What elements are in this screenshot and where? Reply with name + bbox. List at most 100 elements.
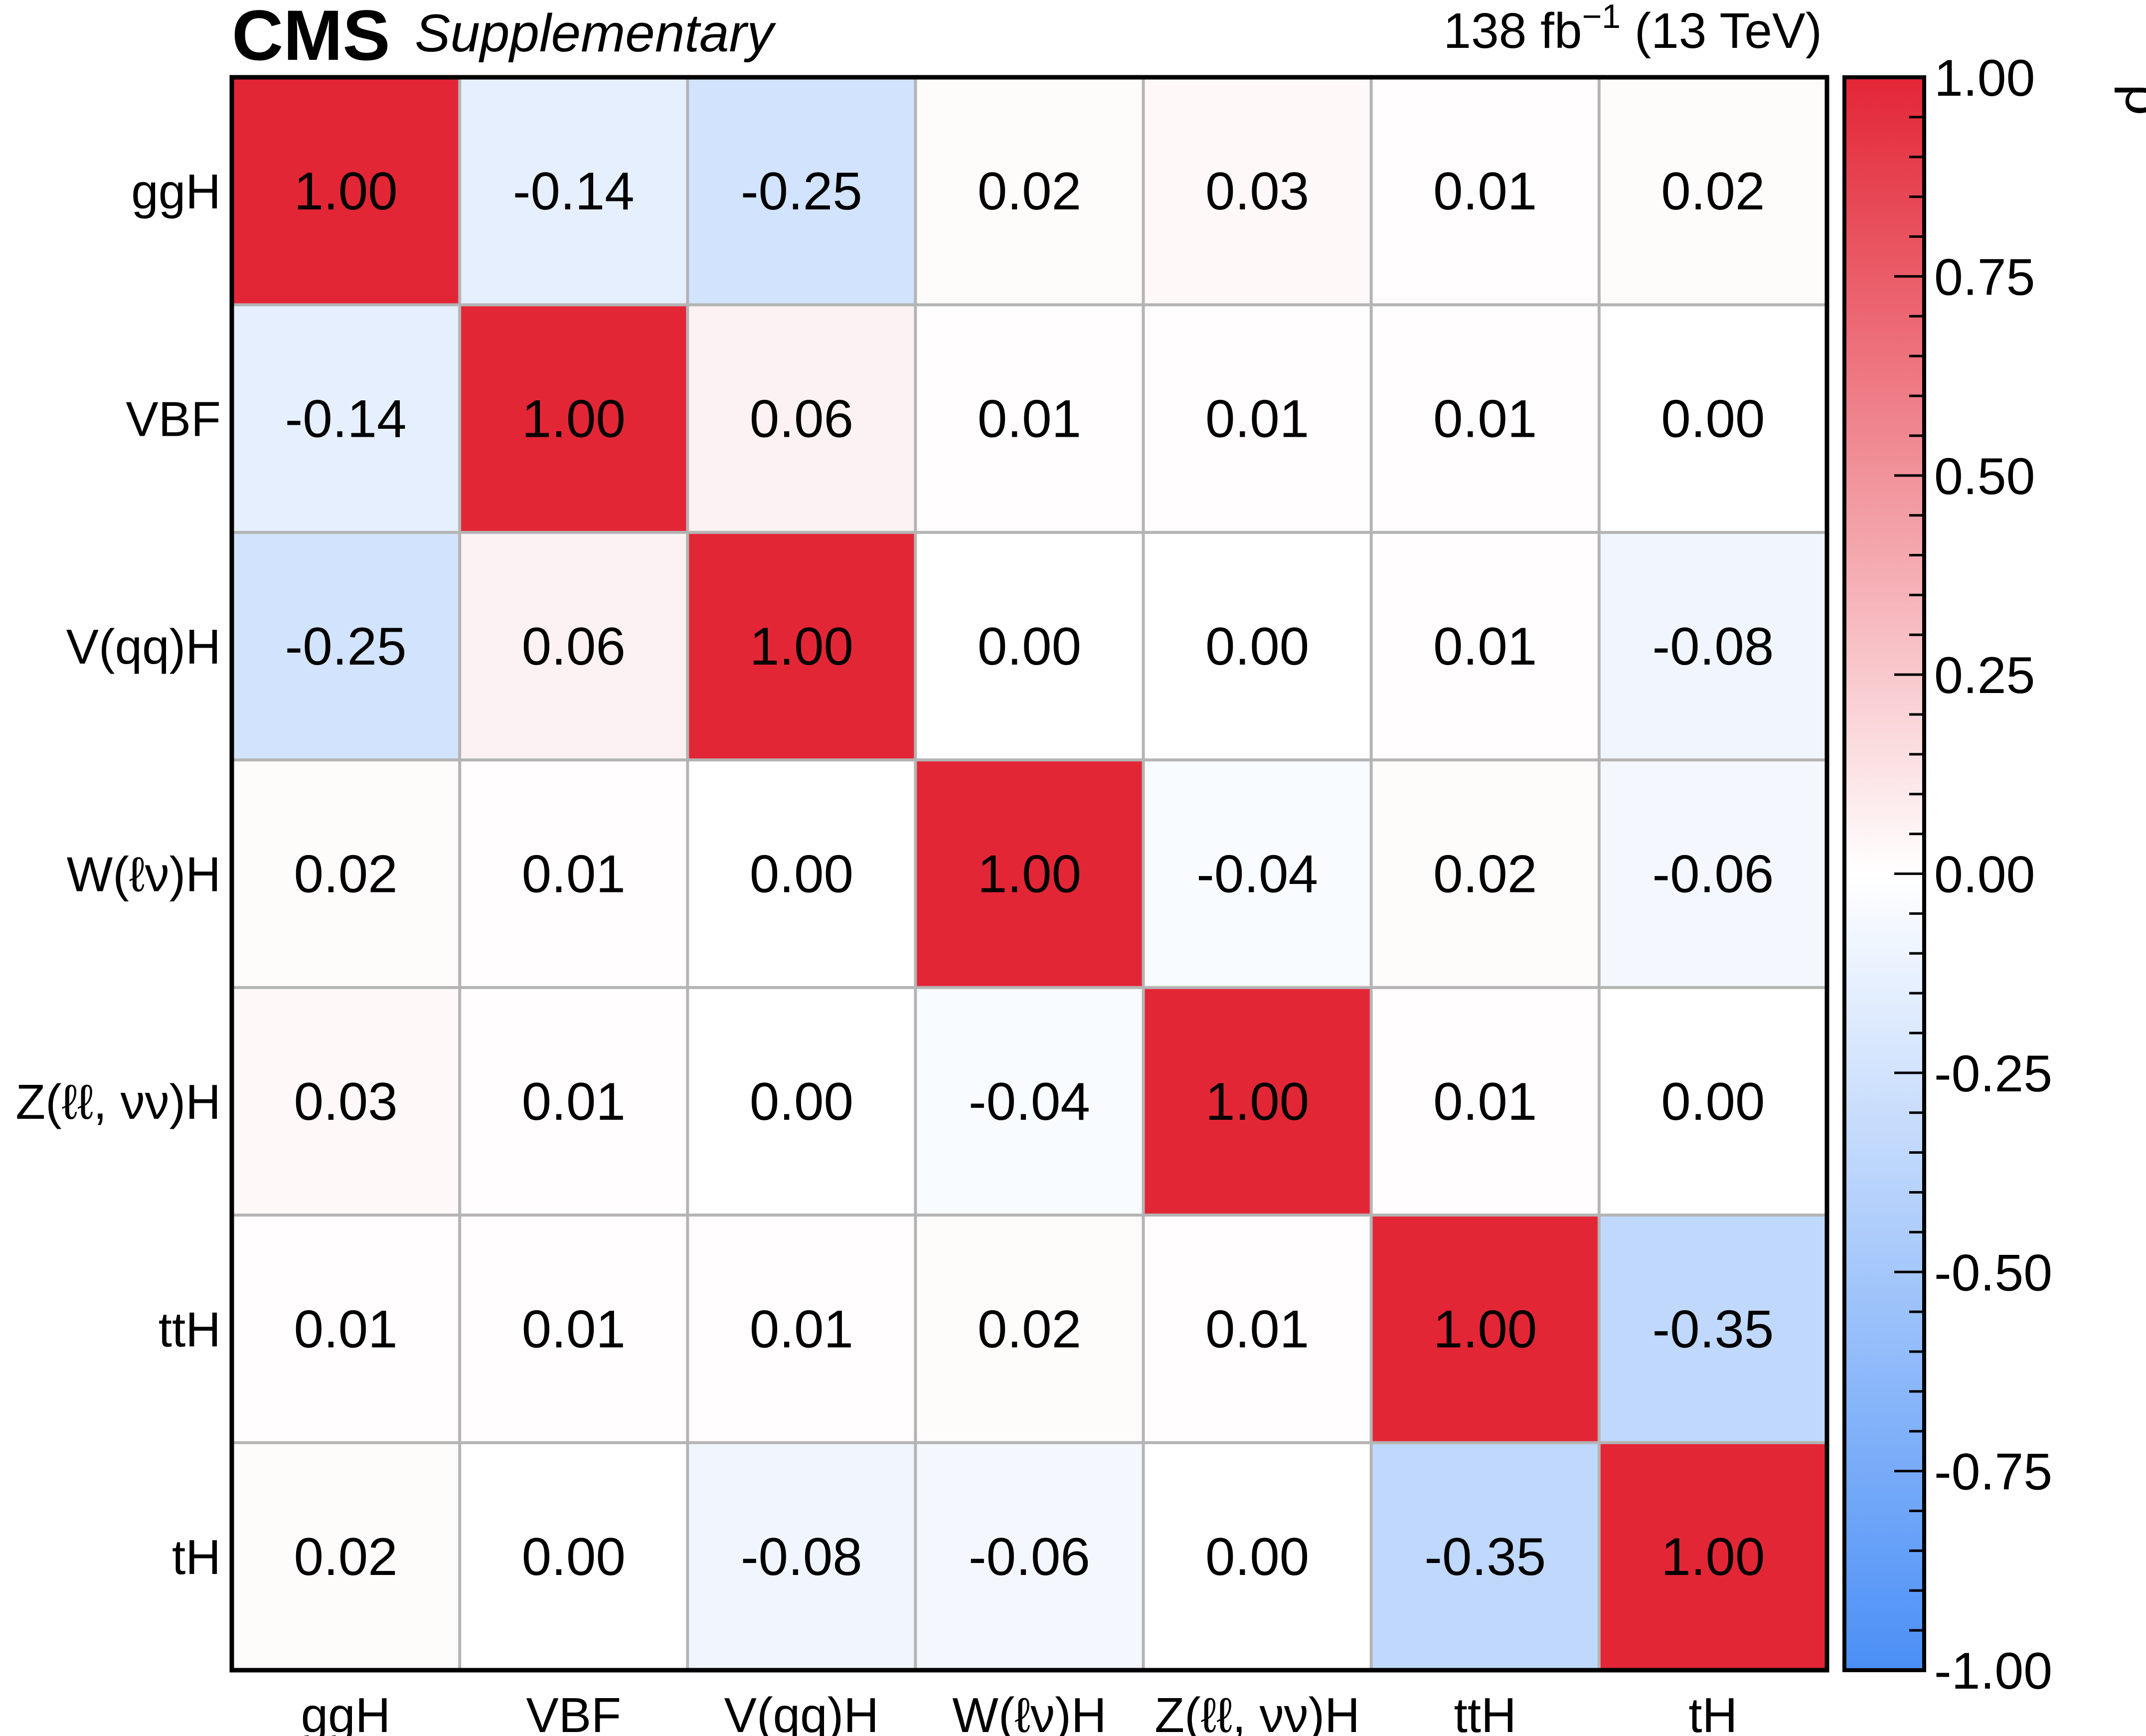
heatmap-cell: [232, 760, 460, 988]
cell-value-label: -0.08: [741, 1527, 862, 1586]
cell-value-label: 0.00: [1661, 389, 1765, 449]
heatmap-cell: [1143, 77, 1371, 305]
cell-value-label: 0.00: [750, 1071, 853, 1131]
y-axis-tick-label: V(qq)H: [66, 619, 221, 674]
heatmap-cell: [232, 1442, 460, 1670]
cell-value-label: 1.00: [1661, 1527, 1765, 1586]
color-bar-ticks: [1894, 76, 1924, 1672]
heatmap-cell: [1143, 305, 1371, 532]
heatmap-cell: [687, 77, 916, 305]
cell-value-label: 1.00: [1433, 1299, 1537, 1359]
heatmap-cell: [687, 1215, 916, 1443]
heatmap-cell: [915, 77, 1144, 305]
cell-value-label: 0.01: [522, 1299, 626, 1359]
heatmap-cell: [915, 1442, 1144, 1670]
cell-value-label: 0.06: [750, 389, 853, 449]
heatmap-cell: [1143, 987, 1371, 1215]
heatmap-cell: [687, 760, 916, 988]
x-axis-tick-label: VBF: [526, 1688, 621, 1736]
heatmap-cell: [460, 760, 688, 988]
color-bar-tick-label: -1.00: [1934, 1642, 2052, 1700]
heatmap-cell: [1371, 760, 1599, 988]
heatmap-cell: [460, 532, 688, 760]
heatmap-cell: [687, 1442, 916, 1670]
cell-value-labels: 1.00 -0.14 -0.25 0.02 0.03 0.01 0.02 -0.14 1.00 0…: [285, 161, 1774, 1586]
cell-value-label: -0.25: [285, 616, 407, 676]
x-axis-labels: ggH VBF V(qq)H W(ℓν)H Z(ℓℓ, νν)H ttH tH: [301, 1688, 1738, 1736]
cell-value-label: 0.00: [522, 1527, 626, 1586]
luminosity-value: 138 fb: [1444, 3, 1582, 59]
cell-value-label: 1.00: [750, 616, 853, 676]
heatmap-cell: [460, 1442, 688, 1670]
heatmap-cell: [460, 1215, 688, 1443]
cell-value-label: 0.03: [294, 1071, 397, 1131]
color-bar-tick-label: -0.75: [1934, 1443, 2052, 1501]
cell-value-label: 0.01: [978, 389, 1081, 449]
heatmap-cell: [232, 1215, 460, 1443]
heatmap-cell: [460, 305, 688, 532]
color-bar-tick-label: 0.75: [1934, 248, 2035, 306]
x-axis-tick-label: W(ℓν)H: [952, 1688, 1106, 1736]
y-axis-tick-label: Z(ℓℓ, νν)H: [15, 1074, 221, 1129]
y-axis-tick-label: W(ℓν)H: [67, 847, 221, 902]
heatmap-cell: [1143, 1442, 1371, 1670]
heatmap-cell: [1599, 77, 1827, 305]
cell-value-label: -0.04: [1196, 844, 1318, 904]
cell-value-label: 0.00: [1205, 616, 1309, 676]
heatmap-cell: [232, 987, 460, 1215]
cell-value-label: 0.01: [1433, 389, 1537, 449]
heatmap-cell: [915, 987, 1144, 1215]
cell-value-label: 0.01: [522, 1071, 626, 1131]
heatmap-cell: [232, 305, 460, 532]
cell-value-label: 0.01: [1205, 389, 1309, 449]
x-axis-tick-label: V(qq)H: [724, 1688, 879, 1736]
cell-value-label: 0.00: [1661, 1071, 1765, 1131]
cell-value-label: -0.06: [1652, 844, 1774, 904]
cell-value-label: 0.02: [978, 1299, 1081, 1359]
cell-value-label: 0.02: [1433, 844, 1537, 904]
luminosity-label: 138 fb−1 (13 TeV): [1444, 0, 1822, 59]
y-axis-tick-label: ttH: [159, 1302, 221, 1357]
y-axis-tick-label: ggH: [131, 164, 221, 219]
cell-value-label: 0.03: [1205, 161, 1309, 221]
cell-value-label: -0.08: [1652, 616, 1774, 676]
x-axis-tick-label: Z(ℓℓ, νν)H: [1155, 1688, 1360, 1736]
x-axis-tick-label: ttH: [1454, 1688, 1516, 1736]
color-bar-tick-label: 1.00: [1934, 49, 2035, 107]
heatmap-cell: [1143, 760, 1371, 988]
heatmap-cell: [1371, 305, 1599, 532]
matrix-grid-lines: [232, 77, 1827, 1670]
cell-value-label: 0.01: [522, 844, 626, 904]
plot-frame: [229, 75, 1829, 1673]
x-axis-tick-label: tH: [1688, 1688, 1737, 1736]
cell-value-label: 0.01: [1433, 1071, 1537, 1131]
color-bar-tick-label: 0.00: [1934, 846, 2035, 904]
cell-value-label: 0.01: [294, 1299, 397, 1359]
cell-value-label: -0.35: [1424, 1527, 1546, 1586]
color-bar-tick-label: 0.25: [1934, 647, 2035, 704]
heatmap-cell: [1371, 1442, 1599, 1670]
heatmap-cell: [1599, 532, 1827, 760]
heatmap-cell: [460, 77, 688, 305]
cell-value-label: 1.00: [294, 161, 397, 221]
cell-value-label: 0.01: [1433, 616, 1537, 676]
cell-value-label: 0.02: [1661, 161, 1765, 221]
cell-value-label: 0.01: [1205, 1299, 1309, 1359]
cell-value-label: 0.00: [750, 844, 853, 904]
cell-value-label: -0.06: [969, 1527, 1090, 1586]
energy-label: (13 TeV): [1621, 3, 1822, 59]
heatmap-cell: [232, 77, 460, 305]
luminosity-exponent: −1: [1582, 0, 1621, 35]
cell-value-label: 0.02: [978, 161, 1081, 221]
status-label: Supplementary: [415, 3, 776, 63]
heatmap-cell: [1599, 1442, 1827, 1670]
heatmap-cell: [1599, 987, 1827, 1215]
y-axis-tick-label: tH: [172, 1530, 221, 1584]
heatmap-cell: [687, 532, 916, 760]
cell-value-label: 1.00: [978, 844, 1081, 904]
heatmap-cell: [1143, 1215, 1371, 1443]
color-bar-tick-label: -0.25: [1934, 1045, 2052, 1103]
y-axis-labels: ggH VBF V(qq)H W(ℓν)H Z(ℓℓ, νν)H ttH tH: [15, 164, 221, 1584]
cell-value-label: -0.04: [969, 1071, 1090, 1131]
